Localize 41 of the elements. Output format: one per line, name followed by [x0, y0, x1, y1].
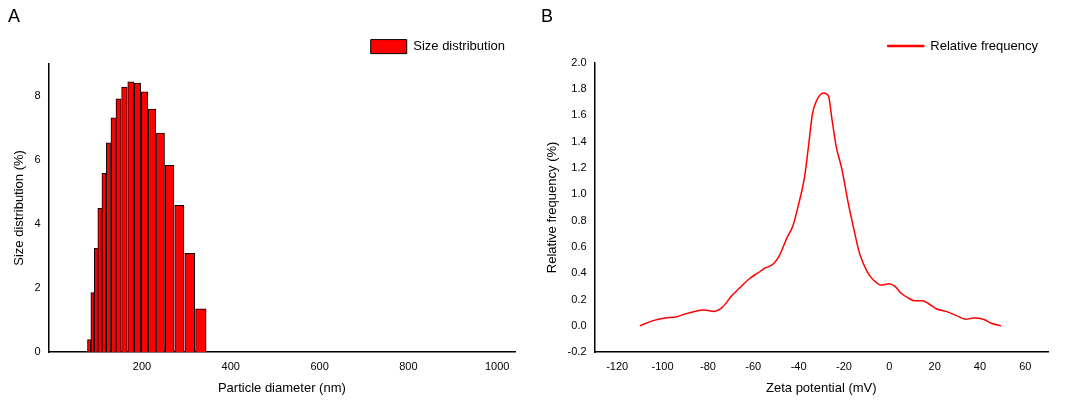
y-tick-label: 0: [34, 345, 41, 358]
x-tick-label: 600: [310, 359, 329, 372]
y-tick-label: 4: [34, 216, 41, 229]
x-tick-label: -20: [836, 359, 852, 372]
x-axis-title: Zeta potential (mV): [766, 379, 877, 395]
y-tick-label: 2.0: [571, 55, 587, 68]
x-tick-label: 40: [973, 359, 987, 372]
y-tick-label: 0.0: [571, 318, 587, 331]
y-tick-label: 1.8: [571, 81, 587, 94]
x-tick-label: 200: [132, 359, 152, 372]
y-tick-label: 1.6: [571, 108, 587, 121]
chart-title: B: [541, 5, 554, 26]
chart-title: A: [8, 5, 21, 26]
y-tick-label: 8: [34, 88, 41, 101]
x-tick-label: -60: [745, 359, 762, 372]
y-axis-title: Relative frequency (%): [544, 141, 560, 274]
x-tick-label: 1000: [484, 359, 510, 372]
x-tick-label: 800: [399, 359, 418, 372]
legend-label: Relative frequency: [930, 37, 1039, 53]
x-tick-label: 60: [1019, 359, 1032, 372]
x-tick-label: 400: [221, 359, 240, 372]
y-tick-label: 0.4: [571, 266, 587, 279]
y-tick-label: 0.8: [571, 213, 587, 226]
x-tick-label: 0: [886, 359, 893, 372]
y-tick-label: 2: [34, 281, 41, 294]
line-series: [639, 92, 1002, 327]
y-axis-title: Size distribution (%): [11, 150, 27, 266]
y-tick-label: 0.2: [571, 292, 587, 305]
x-tick-label: 20: [928, 359, 941, 372]
y-tick-label: 6: [34, 152, 41, 165]
x-tick-label: -80: [699, 359, 716, 372]
x-axis-title: Particle diameter (nm): [217, 379, 346, 395]
x-tick-label: -40: [790, 359, 807, 372]
x-tick-label: -120: [606, 359, 629, 372]
y-tick-label: 1.4: [571, 134, 587, 147]
y-tick-label: 1.0: [571, 187, 587, 200]
y-tick-label: 1.2: [571, 160, 587, 173]
y-tick-label: 0.6: [571, 239, 587, 252]
x-tick-label: -100: [651, 359, 674, 372]
y-tick-label: -0.2: [567, 345, 587, 358]
legend-label: Size distribution: [413, 38, 506, 54]
